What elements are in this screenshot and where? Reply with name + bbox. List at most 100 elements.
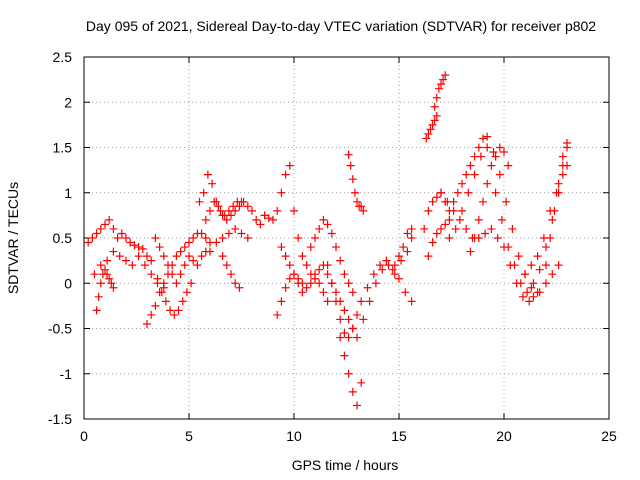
data-point xyxy=(558,170,567,179)
series-arc-1 xyxy=(84,215,156,265)
data-point xyxy=(199,188,208,197)
series-arc-30 xyxy=(529,138,571,288)
data-point xyxy=(235,283,244,292)
data-point xyxy=(285,261,294,270)
data-point xyxy=(168,270,177,279)
series-arc-25 xyxy=(437,188,534,306)
data-point xyxy=(103,270,112,279)
data-point xyxy=(210,197,219,206)
data-point xyxy=(428,120,437,129)
data-point xyxy=(281,170,290,179)
data-point xyxy=(470,234,479,242)
data-point xyxy=(441,220,450,229)
data-point xyxy=(147,270,156,279)
data-point xyxy=(319,288,328,297)
data-point xyxy=(294,274,303,283)
data-point xyxy=(290,206,298,215)
data-point xyxy=(476,152,485,161)
data-point xyxy=(323,297,332,306)
data-point xyxy=(222,261,231,270)
data-point xyxy=(336,333,345,342)
data-point xyxy=(554,188,563,197)
data-point xyxy=(172,279,181,288)
data-point xyxy=(281,283,290,292)
data-point xyxy=(502,197,511,206)
data-point xyxy=(563,138,571,147)
data-point xyxy=(178,297,187,306)
data-point xyxy=(401,288,410,297)
y-tick-label: -0.5 xyxy=(48,321,72,337)
data-point xyxy=(464,188,473,197)
series-arc-20 xyxy=(390,224,416,279)
y-tick-label: 2.5 xyxy=(53,49,73,65)
data-point xyxy=(218,252,227,261)
data-point xyxy=(504,243,513,252)
data-point xyxy=(521,270,529,279)
data-point xyxy=(126,238,135,247)
x-axis-label: GPS time / hours xyxy=(292,457,399,473)
data-point xyxy=(399,243,408,252)
data-point xyxy=(420,224,429,233)
data-point xyxy=(382,256,391,265)
series-arc-29 xyxy=(521,143,571,279)
series-arc-13 xyxy=(273,270,307,319)
data-point xyxy=(495,170,504,179)
data-point xyxy=(340,329,349,338)
data-point xyxy=(445,234,454,242)
data-point xyxy=(535,288,544,297)
data-point xyxy=(159,252,168,261)
data-point xyxy=(340,270,349,279)
data-point xyxy=(479,134,487,143)
data-point xyxy=(481,229,490,238)
series-arc-2 xyxy=(90,247,168,292)
data-point xyxy=(390,261,399,270)
data-point xyxy=(508,224,517,233)
data-point xyxy=(277,188,286,197)
data-point xyxy=(298,288,307,297)
data-point xyxy=(117,229,126,238)
data-point xyxy=(128,261,137,270)
data-point xyxy=(428,238,437,247)
data-point xyxy=(340,351,349,360)
data-point xyxy=(424,252,433,261)
series-arc-16 xyxy=(336,333,366,410)
data-point xyxy=(323,261,332,270)
data-point xyxy=(403,247,412,256)
data-point xyxy=(277,297,286,306)
x-tick-label: 0 xyxy=(80,428,88,444)
data-point xyxy=(206,247,214,256)
data-point xyxy=(388,265,397,274)
data-point xyxy=(443,197,452,206)
data-point xyxy=(231,224,240,233)
data-point xyxy=(231,206,240,215)
data-point xyxy=(227,211,235,220)
data-point xyxy=(359,315,368,324)
data-point xyxy=(344,150,353,159)
x-tick-label: 20 xyxy=(496,428,512,444)
data-point xyxy=(224,229,233,238)
data-point xyxy=(428,197,437,206)
data-point xyxy=(365,297,374,306)
data-point xyxy=(493,234,502,242)
data-point xyxy=(371,279,380,288)
data-point xyxy=(344,279,353,288)
data-point xyxy=(548,270,557,279)
series-arc-9 xyxy=(206,224,252,256)
data-point xyxy=(96,279,105,288)
data-point xyxy=(407,224,416,233)
data-point xyxy=(306,279,315,288)
data-point xyxy=(180,243,189,252)
y-tick-label: -1.5 xyxy=(48,411,72,427)
series-arc-22 xyxy=(430,71,450,111)
data-point xyxy=(189,234,198,242)
data-point xyxy=(285,161,294,170)
data-point xyxy=(516,279,525,288)
data-point xyxy=(458,179,466,188)
data-point xyxy=(122,234,130,242)
data-point xyxy=(363,283,372,292)
data-point xyxy=(483,143,492,152)
series-arc-10 xyxy=(218,252,244,292)
data-point xyxy=(243,234,252,242)
data-point xyxy=(455,215,464,224)
